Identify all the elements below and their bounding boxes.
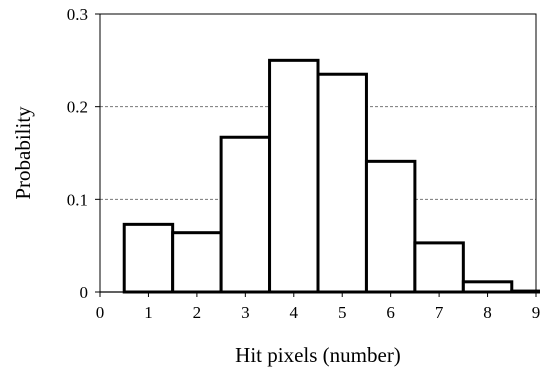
y-tick-label-1: 0.1 <box>67 190 88 209</box>
bar-6 <box>364 159 417 294</box>
y-tick-label-2: 0.2 <box>67 98 88 117</box>
y-axis-ticks: 0 0.1 0.2 0.3 <box>67 5 100 302</box>
bar-1 <box>122 222 175 294</box>
y-tick-label-0: 0 <box>80 283 89 302</box>
bar-5 <box>316 72 368 294</box>
x-tick-label-5: 5 <box>338 303 347 322</box>
x-tick-label-2: 2 <box>193 303 202 322</box>
x-tick-label-4: 4 <box>290 303 299 322</box>
bar-3 <box>219 135 272 294</box>
bar-7 <box>413 241 465 294</box>
bar-2 <box>171 231 223 294</box>
x-tick-label-0: 0 <box>96 303 105 322</box>
x-axis-label: Hit pixels (number) <box>235 343 401 367</box>
x-tick-label-3: 3 <box>241 303 250 322</box>
y-tick-label-3: 0.3 <box>67 5 88 24</box>
y-axis-label: Probability <box>11 106 35 200</box>
x-tick-label-7: 7 <box>435 303 444 322</box>
x-tick-label-8: 8 <box>483 303 492 322</box>
x-axis-ticks: 0 1 2 3 4 5 6 7 8 9 <box>96 292 540 322</box>
x-tick-label-6: 6 <box>386 303 395 322</box>
bars <box>122 58 540 294</box>
bar-4 <box>268 58 320 294</box>
x-tick-label-9: 9 <box>532 303 540 322</box>
bar-8 <box>461 280 514 294</box>
x-tick-label-1: 1 <box>144 303 153 322</box>
